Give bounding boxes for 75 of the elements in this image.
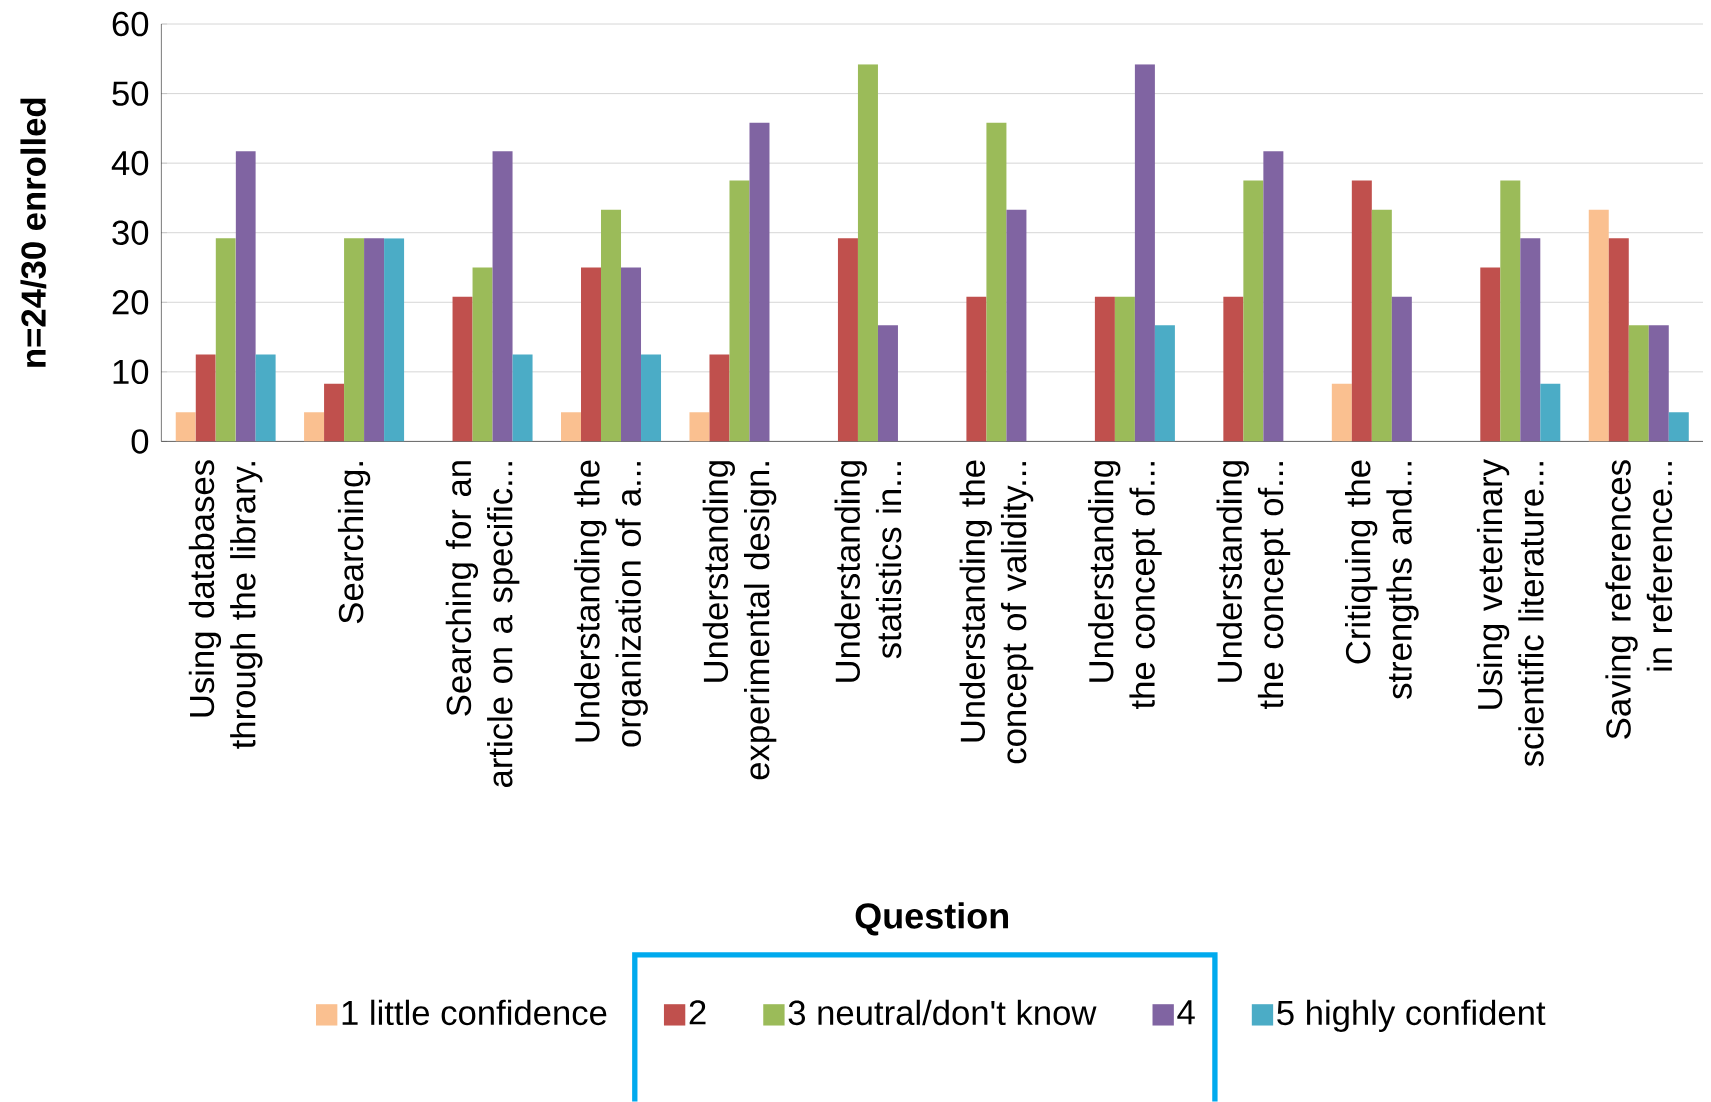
legend-label: 3 neutral/don't know <box>788 999 1097 1026</box>
bar <box>837 238 858 442</box>
bar <box>215 238 236 442</box>
legend-label: 2 <box>689 1000 706 1025</box>
bar <box>255 354 276 442</box>
x-tick-label: Understanding statistics in... <box>834 461 902 683</box>
y-tick-label: 40 <box>111 151 149 176</box>
bar <box>1520 238 1541 442</box>
x-tick-label: Searching for an article on a specific... <box>445 461 520 788</box>
bar <box>877 325 898 442</box>
x-axis-title: Question <box>855 902 1008 936</box>
y-tick-label: 50 <box>112 81 149 107</box>
bar <box>1006 209 1027 442</box>
bar <box>1351 180 1372 442</box>
x-tick-label: Understanding the concept of... <box>1088 461 1162 710</box>
x-tick-label: Using databases through the library. <box>188 460 263 750</box>
bar <box>175 412 196 442</box>
x-tick-label: Saving references in reference... <box>1605 460 1673 739</box>
bar <box>601 209 622 442</box>
bar <box>235 151 256 442</box>
bar <box>1588 209 1609 442</box>
bar <box>986 123 1007 442</box>
bar <box>621 267 642 442</box>
bar <box>195 354 216 442</box>
bar <box>364 238 385 442</box>
bar <box>1134 64 1155 442</box>
bar <box>1371 209 1392 442</box>
bar <box>1094 296 1115 442</box>
y-tick-label: 0 <box>131 429 149 454</box>
bar <box>1223 296 1244 442</box>
bar <box>641 354 662 442</box>
y-tick-label: 60 <box>112 11 149 37</box>
legend-label: 4 <box>1177 1000 1195 1025</box>
bar <box>1668 412 1689 442</box>
bar <box>1391 296 1412 442</box>
bar <box>1540 383 1561 442</box>
bar <box>304 412 325 442</box>
bar <box>709 354 730 442</box>
bar <box>689 412 710 442</box>
bar <box>1500 180 1521 442</box>
y-axis-title: n=24/30 enrolled <box>20 98 47 368</box>
bar <box>1608 238 1629 442</box>
bar <box>472 267 493 442</box>
bar <box>1114 296 1135 442</box>
bar <box>581 267 602 442</box>
bar <box>857 64 878 442</box>
bar <box>1628 325 1649 442</box>
legend-label: 5 highly confident <box>1277 999 1546 1033</box>
bar <box>1648 325 1669 442</box>
bar <box>1243 180 1264 442</box>
legend-label: 1 little confidence <box>342 999 607 1026</box>
x-tick-label: Using veterinary scientific literature... <box>1476 459 1544 767</box>
x-tick-label: Understanding the concept of validity... <box>959 460 1034 764</box>
x-tick-label: Understanding experimental design. <box>702 461 777 780</box>
bar <box>966 296 987 442</box>
bar <box>452 296 473 442</box>
x-tick-label: Searching. <box>337 462 371 624</box>
x-tick-label: Critiquing the strengths and... <box>1345 460 1419 700</box>
y-tick-label: 20 <box>112 290 149 315</box>
x-tick-label: Understanding the concept of... <box>1216 461 1291 710</box>
bar <box>324 383 345 442</box>
bar <box>1331 383 1352 442</box>
bar <box>492 151 513 442</box>
bar <box>1480 267 1501 442</box>
bar <box>1154 325 1175 442</box>
bar <box>512 354 533 442</box>
x-tick-label: Understanding the organization of a... <box>574 460 648 747</box>
bar <box>344 238 365 442</box>
bar <box>1263 151 1284 442</box>
y-tick-label: 10 <box>113 359 149 385</box>
bar <box>561 412 582 442</box>
y-tick-label: 30 <box>112 220 149 246</box>
bar <box>749 123 770 442</box>
bar <box>384 238 405 442</box>
bar <box>729 180 750 442</box>
